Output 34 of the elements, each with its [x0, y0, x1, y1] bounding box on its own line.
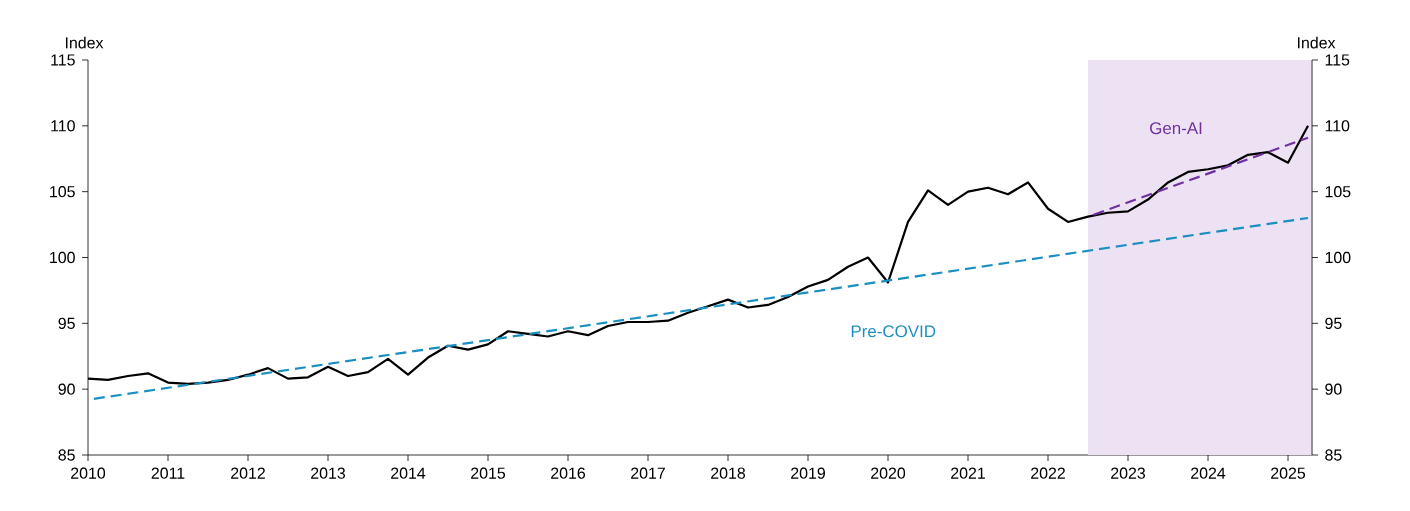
y-tick-label: 95 [58, 317, 75, 329]
y-tick-label: 85 [58, 449, 75, 461]
y-tick-label: 105 [50, 186, 75, 198]
x-tick-label: 2020 [871, 467, 906, 479]
x-tick-label: 2013 [311, 467, 346, 479]
x-tick-label: 2010 [71, 467, 106, 479]
x-tick-label: 2011 [151, 467, 185, 479]
y-tick-label: 90 [58, 383, 75, 395]
y2-tick-label: 110 [1325, 120, 1350, 132]
y2-tick-label: 85 [1325, 449, 1342, 461]
y2-tick-label: 105 [1325, 186, 1351, 198]
y-tick-label: 100 [50, 251, 75, 264]
x-tick-label: 2025 [1271, 467, 1306, 479]
x-tick-label: 2016 [551, 467, 586, 479]
x-tick-label: 2015 [471, 467, 506, 479]
y2-tick-label: 100 [1325, 251, 1351, 264]
x-tick-label: 2012 [231, 467, 265, 479]
x-tick-label: 2022 [1031, 467, 1065, 479]
y-tick-label: 115 [51, 54, 75, 66]
x-tick-label: 2024 [1191, 467, 1226, 479]
y-tick-label: 110 [51, 120, 75, 132]
y-axis-title: Index [65, 36, 104, 49]
x-tick-label: 2017 [631, 467, 665, 479]
x-tick-label: 2023 [1111, 467, 1146, 479]
y2-tick-label: 115 [1325, 54, 1350, 66]
x-tick-label: 2018 [711, 467, 746, 479]
y2-tick-label: 90 [1325, 383, 1342, 395]
y2-tick-label: 95 [1325, 317, 1342, 329]
x-tick-label: 2019 [791, 467, 825, 479]
x-tick-label: 2014 [391, 467, 426, 479]
y2-axis-title: Index [1298, 36, 1336, 49]
text: Pre-COVID [851, 325, 936, 338]
text: Gen-AI [1150, 122, 1202, 135]
x-tick-label: 2021 [951, 467, 985, 479]
